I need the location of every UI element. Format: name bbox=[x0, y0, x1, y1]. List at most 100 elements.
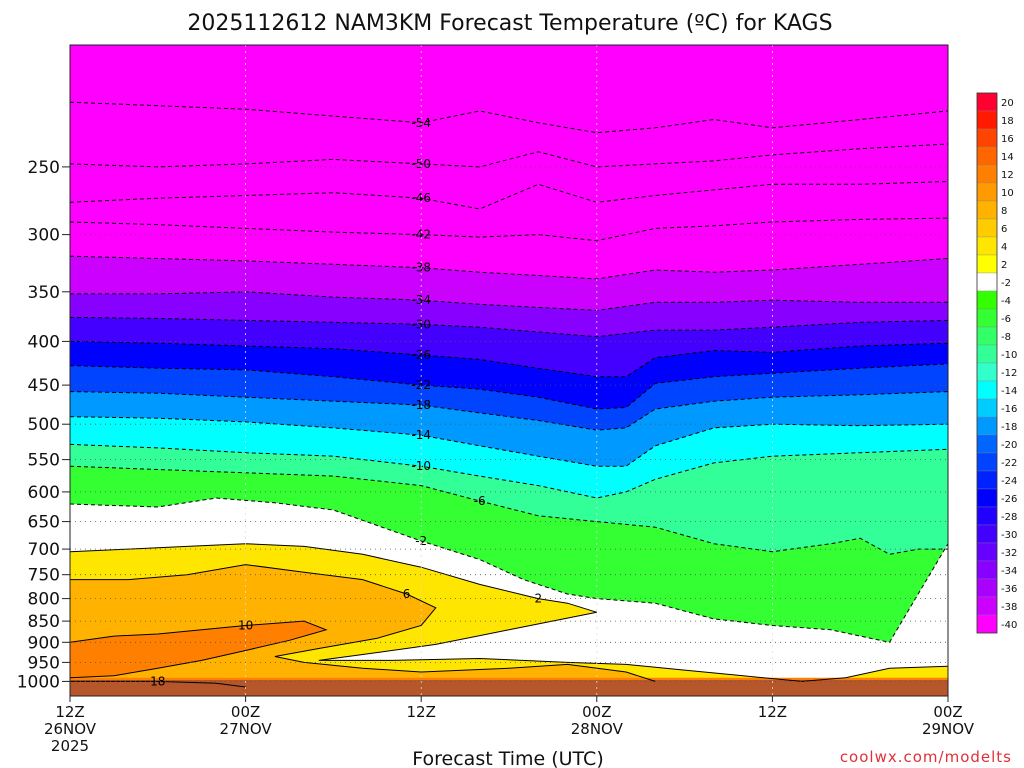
colorbar-label--10: -10 bbox=[1001, 350, 1017, 361]
colorbar-label-18: 18 bbox=[1001, 116, 1014, 127]
isotherm--26 bbox=[70, 340, 948, 378]
colorbar-label--34: -34 bbox=[1001, 566, 1017, 577]
colorbar-swatch--40 bbox=[976, 614, 998, 634]
colorbar: 20 18 16 14 12 10 8 6 4 2 -2 -4 -6 -8 -10 -12 -14 -16 -18 -… bbox=[976, 92, 1017, 634]
y-tick-label-250: 250 bbox=[28, 158, 60, 178]
isotherm-label-6: 6 bbox=[403, 587, 411, 601]
x-tick-label-0-0: 12Z bbox=[55, 703, 84, 721]
x-tick-label-0-1: 26NOV bbox=[44, 720, 97, 738]
y-tick-label-650: 650 bbox=[28, 513, 60, 533]
colorbar-swatch--28 bbox=[976, 506, 998, 526]
colorbar-swatch--30 bbox=[976, 524, 998, 544]
colorbar-swatch-12 bbox=[976, 164, 998, 184]
y-tick-label-500: 500 bbox=[28, 415, 60, 435]
isotherm-18 bbox=[70, 680, 246, 688]
colorbar-label-14: 14 bbox=[1001, 152, 1014, 163]
y-tick-label-450: 450 bbox=[28, 376, 60, 396]
colorbar-label--38: -38 bbox=[1001, 602, 1017, 613]
band-warmer-than-6 bbox=[70, 564, 948, 696]
colorbar-frame bbox=[976, 92, 998, 634]
colorbar-label-16: 16 bbox=[1001, 134, 1014, 145]
colorbar-label--4: -4 bbox=[1001, 296, 1011, 307]
isotherm--22 bbox=[70, 363, 948, 410]
x-tick-label-60-0: 00Z bbox=[933, 703, 962, 721]
colorbar-swatch--14 bbox=[976, 380, 998, 400]
isotherm-label-2: 2 bbox=[534, 592, 542, 606]
isotherm-label--30: -30 bbox=[411, 317, 431, 331]
isotherm-2 bbox=[70, 543, 948, 682]
colorbar-swatch-4 bbox=[976, 236, 998, 256]
colorbar-swatch--22 bbox=[976, 452, 998, 472]
y-tick-label-700: 700 bbox=[28, 540, 60, 560]
credit-text: coolwx.com/modelts bbox=[840, 748, 1012, 766]
x-tick-label-60-1: 29NOV bbox=[922, 720, 975, 738]
colorbar-swatch--16 bbox=[976, 398, 998, 418]
colorbar-swatch--20 bbox=[976, 434, 998, 454]
colorbar-label--40: -40 bbox=[1001, 620, 1017, 631]
colorbar-swatch-10 bbox=[976, 182, 998, 202]
colorbar-label-2: 2 bbox=[1001, 260, 1007, 271]
isotherm-6 bbox=[70, 564, 656, 682]
chart-title: 2025112612 NAM3KM Forecast Temperature (… bbox=[187, 11, 832, 36]
colorbar-label-20: 20 bbox=[1001, 98, 1014, 109]
colorbar-label--26: -26 bbox=[1001, 494, 1017, 505]
isotherm-label--46: -46 bbox=[411, 191, 431, 205]
colorbar-label--20: -20 bbox=[1001, 440, 1017, 451]
y-tick-label-1000: 1000 bbox=[17, 672, 60, 692]
isotherm--38 bbox=[70, 255, 948, 280]
colorbar-label--22: -22 bbox=[1001, 458, 1017, 469]
colorbar-swatch--18 bbox=[976, 416, 998, 436]
colorbar-label-6: 6 bbox=[1001, 224, 1007, 235]
colorbar-swatch-16 bbox=[976, 128, 998, 148]
y-tick-label-550: 550 bbox=[28, 451, 60, 471]
isotherm--18 bbox=[70, 391, 948, 431]
isotherm-label--54: -54 bbox=[411, 116, 431, 130]
colorbar-label--24: -24 bbox=[1001, 476, 1017, 487]
x-axis-label: Forecast Time (UTC) bbox=[412, 748, 603, 768]
isotherm-label--22: -22 bbox=[411, 378, 431, 392]
colorbar-label--32: -32 bbox=[1001, 548, 1017, 559]
colorbar-label--6: -6 bbox=[1001, 314, 1011, 325]
y-tick-label-400: 400 bbox=[28, 332, 60, 352]
colorbar-swatch--36 bbox=[976, 578, 998, 598]
isotherm--2 bbox=[70, 497, 948, 643]
colorbar-swatch-14 bbox=[976, 146, 998, 166]
x-tick-label-0-2: 2025 bbox=[51, 737, 89, 755]
colorbar-label--2: -2 bbox=[1001, 278, 1011, 289]
colorbar-label--8: -8 bbox=[1001, 332, 1011, 343]
y-tick-label-350: 350 bbox=[28, 283, 60, 303]
isotherm--6 bbox=[70, 465, 948, 555]
colorbar-swatch--38 bbox=[976, 596, 998, 616]
colorbar-swatch-20 bbox=[976, 92, 998, 112]
colorbar-swatch--8 bbox=[976, 326, 998, 346]
colorbar-swatch-8 bbox=[976, 200, 998, 220]
colorbar-swatch--34 bbox=[976, 560, 998, 580]
colorbar-label--18: -18 bbox=[1001, 422, 1017, 433]
colorbar-label-12: 12 bbox=[1001, 170, 1014, 181]
colorbar-swatch--32 bbox=[976, 542, 998, 562]
y-tick-label-850: 850 bbox=[28, 612, 60, 632]
colorbar-label-8: 8 bbox=[1001, 206, 1007, 217]
colorbar-swatch--2 bbox=[976, 272, 998, 292]
isotherm--10 bbox=[70, 443, 948, 499]
ground-strip bbox=[70, 680, 948, 696]
y-tick-label-750: 750 bbox=[28, 566, 60, 586]
y-tick-label-800: 800 bbox=[28, 590, 60, 610]
isotherm-label--26: -26 bbox=[411, 348, 431, 362]
plot-frame bbox=[69, 44, 949, 697]
temperature-bands bbox=[70, 45, 948, 696]
colorbar-label--36: -36 bbox=[1001, 584, 1017, 595]
plot-area: -54-50-46-42-38-34-30-26-22-18-14-10-6-2… bbox=[70, 45, 948, 696]
colorbar-swatch-6 bbox=[976, 218, 998, 238]
x-tick-label-12-0: 00Z bbox=[231, 703, 260, 721]
colorbar-swatch--12 bbox=[976, 362, 998, 382]
colorbar-label--14: -14 bbox=[1001, 386, 1017, 397]
colorbar-label--28: -28 bbox=[1001, 512, 1017, 523]
colorbar-label-4: 4 bbox=[1001, 242, 1007, 253]
x-tick-label-36-1: 28NOV bbox=[571, 720, 624, 738]
isotherm--14 bbox=[70, 416, 948, 467]
isotherm--54 bbox=[70, 101, 948, 134]
colorbar-swatch--4 bbox=[976, 290, 998, 310]
